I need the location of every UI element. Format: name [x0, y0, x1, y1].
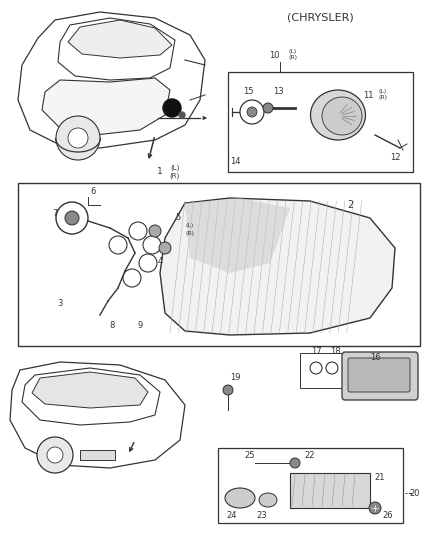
Text: (L): (L) [379, 88, 387, 93]
Circle shape [143, 236, 161, 254]
Text: (R): (R) [170, 173, 180, 179]
FancyBboxPatch shape [348, 358, 410, 392]
Circle shape [56, 116, 100, 160]
Circle shape [290, 458, 300, 468]
Ellipse shape [322, 97, 362, 135]
Circle shape [139, 254, 157, 272]
Text: 17: 17 [311, 348, 321, 357]
Bar [80, 450, 115, 460]
Text: (R): (R) [186, 230, 194, 236]
Circle shape [326, 362, 338, 374]
Text: 8: 8 [110, 320, 115, 329]
Circle shape [129, 222, 147, 240]
Circle shape [369, 502, 381, 514]
Text: 3: 3 [57, 298, 63, 308]
Text: 11: 11 [363, 91, 373, 100]
Bar [300, 353, 368, 388]
Text: 12: 12 [390, 154, 400, 163]
Circle shape [263, 103, 273, 113]
Circle shape [68, 128, 88, 148]
Text: 21: 21 [375, 473, 385, 482]
Circle shape [47, 447, 63, 463]
Text: 5: 5 [175, 214, 180, 222]
FancyBboxPatch shape [342, 352, 418, 400]
Text: 9: 9 [138, 320, 143, 329]
Text: 6: 6 [90, 187, 95, 196]
Text: 19: 19 [230, 374, 240, 383]
Circle shape [179, 112, 185, 118]
Polygon shape [32, 372, 148, 408]
Circle shape [149, 225, 161, 237]
Circle shape [56, 202, 88, 234]
Text: (L): (L) [186, 222, 194, 228]
Text: (L): (L) [170, 165, 180, 171]
Text: (L): (L) [289, 49, 297, 53]
Bar [228, 72, 413, 172]
Text: 18: 18 [330, 348, 340, 357]
Circle shape [247, 107, 257, 117]
Polygon shape [68, 20, 172, 58]
Text: 1: 1 [157, 167, 163, 176]
Circle shape [123, 269, 141, 287]
Text: (R): (R) [378, 95, 388, 101]
Polygon shape [185, 198, 290, 273]
Text: 25: 25 [245, 451, 255, 461]
Circle shape [223, 385, 233, 395]
Text: 24: 24 [227, 512, 237, 521]
Circle shape [37, 437, 73, 473]
Text: 20: 20 [410, 489, 420, 497]
Ellipse shape [259, 493, 277, 507]
Polygon shape [160, 198, 395, 335]
Circle shape [310, 362, 322, 374]
Text: 13: 13 [273, 87, 283, 96]
Circle shape [109, 236, 127, 254]
Text: 22: 22 [305, 451, 315, 461]
Text: 23: 23 [257, 512, 267, 521]
Text: 2: 2 [347, 200, 353, 210]
Text: (CHRYSLER): (CHRYSLER) [286, 13, 353, 23]
Text: 4: 4 [157, 256, 162, 265]
Text: 7: 7 [52, 208, 58, 217]
Bar [18, 183, 420, 346]
Text: 10: 10 [269, 51, 280, 60]
Circle shape [163, 99, 181, 117]
Text: (R): (R) [289, 55, 297, 61]
Text: 26: 26 [383, 512, 393, 521]
Text: 16: 16 [370, 353, 380, 362]
Bar [218, 448, 403, 523]
Ellipse shape [311, 90, 365, 140]
Circle shape [65, 211, 79, 225]
Text: 14: 14 [230, 157, 240, 166]
Circle shape [240, 100, 264, 124]
Ellipse shape [225, 488, 255, 508]
Circle shape [159, 242, 171, 254]
Bar [290, 473, 370, 508]
Text: 15: 15 [243, 87, 253, 96]
Polygon shape [42, 78, 170, 135]
